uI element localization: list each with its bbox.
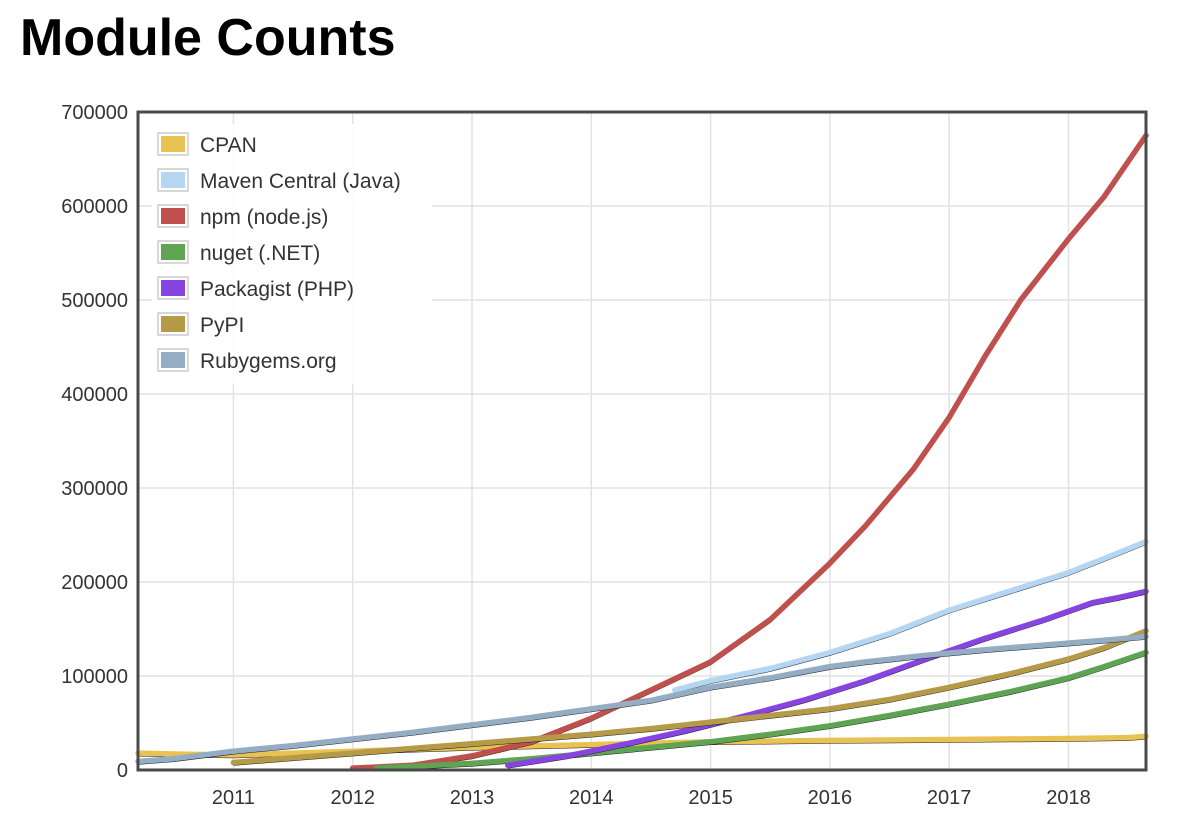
y-tick-label: 100000: [61, 666, 128, 688]
x-tick-label: 2013: [450, 787, 495, 809]
legend-label: npm (node.js): [200, 206, 328, 229]
legend-swatch: [161, 208, 185, 224]
y-tick-label: 400000: [61, 384, 128, 406]
legend-swatch: [161, 352, 185, 368]
x-tick-label: 2018: [1046, 787, 1091, 809]
series-line-rubygems-org: [135, 633, 1149, 765]
series-line-maven-central-java: [672, 538, 1149, 693]
series-line-npm-node-js: [349, 132, 1149, 771]
plot-frame: [136, 110, 1148, 772]
x-tick-label: 2012: [330, 787, 375, 809]
series-line-shadow-maven-central-java: [674, 542, 1147, 694]
legend-swatch: [161, 136, 185, 152]
x-tick-label: 2014: [569, 787, 614, 809]
y-tick-label: 700000: [61, 102, 128, 124]
page-title: Module Counts: [20, 9, 396, 67]
x-tick-label: 2016: [808, 787, 853, 809]
legend-label: PyPI: [200, 314, 244, 337]
legend-label: nuget (.NET): [200, 242, 320, 265]
legend-label: Rubygems.org: [200, 350, 337, 373]
legend-swatch: [161, 316, 185, 332]
series-line-pypi: [230, 628, 1149, 766]
legend-label: Maven Central (Java): [200, 170, 401, 193]
x-tick-label: 2017: [927, 787, 972, 809]
y-tick-label: 200000: [61, 572, 128, 594]
legend-swatch: [161, 172, 185, 188]
x-tick-label: 2015: [688, 787, 733, 809]
y-tick-label: 500000: [61, 290, 128, 312]
series-line-packagist-php: [505, 588, 1149, 769]
legend-swatch: [161, 244, 185, 260]
y-tick-label: 600000: [61, 196, 128, 218]
legend-label: Packagist (PHP): [200, 278, 354, 301]
y-tick-label: 0: [117, 760, 128, 782]
x-tick-label: 2011: [212, 787, 255, 809]
legend-background: [152, 124, 432, 384]
legend-swatch: [161, 280, 185, 296]
legend-label: CPAN: [200, 134, 257, 157]
y-tick-label: 300000: [61, 478, 128, 500]
